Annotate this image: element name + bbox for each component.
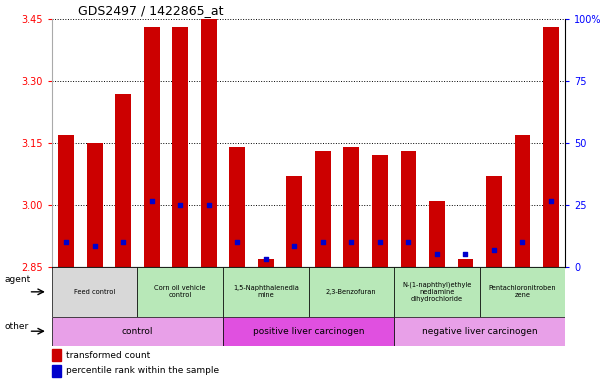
Text: Pentachloronitroben
zene: Pentachloronitroben zene [489,285,556,298]
Point [261,256,271,262]
Text: negative liver carcinogen: negative liver carcinogen [422,327,538,336]
Point [546,198,556,204]
Point [346,239,356,245]
Text: positive liver carcinogen: positive liver carcinogen [253,327,364,336]
Point [318,239,327,245]
Text: control: control [122,327,153,336]
Bar [287,176,302,267]
Text: 1,5-Naphthalenedia
mine: 1,5-Naphthalenedia mine [233,285,299,298]
Point [232,239,242,245]
Text: GDS2497 / 1422865_at: GDS2497 / 1422865_at [78,3,223,17]
Bar [59,135,74,267]
Bar [223,267,309,317]
Point [175,202,185,208]
Text: transformed count: transformed count [67,351,150,360]
Point [90,243,100,249]
Bar [87,143,103,267]
Bar [486,176,502,267]
Point [204,202,214,208]
Bar [52,317,223,346]
Bar [394,317,565,346]
Bar [480,267,565,317]
Point [290,243,299,249]
Bar [137,267,223,317]
Point [518,239,527,245]
Point [61,239,71,245]
Bar [172,28,188,267]
Text: N-(1-naphthyl)ethyle
nediamine
dihydrochloride: N-(1-naphthyl)ethyle nediamine dihydroch… [402,281,472,302]
Bar [458,259,473,267]
Bar [514,135,530,267]
Point [375,239,385,245]
Bar [429,201,445,267]
Bar [315,151,331,267]
Bar [258,259,274,267]
Bar [372,156,388,267]
Bar [201,11,216,267]
Text: other: other [4,323,28,331]
Point [432,252,442,258]
Text: agent: agent [4,275,31,284]
Bar [543,28,559,267]
Bar [394,267,480,317]
Point [461,252,470,258]
Bar [52,267,137,317]
Point [119,239,128,245]
Text: Feed control: Feed control [74,289,115,295]
Point [403,239,413,245]
Bar [115,94,131,267]
Bar [229,147,245,267]
Bar [309,267,394,317]
Text: Corn oil vehicle
control: Corn oil vehicle control [155,285,206,298]
Text: 2,3-Benzofuran: 2,3-Benzofuran [326,289,376,295]
Bar [52,349,61,361]
Point [489,247,499,253]
Bar [52,365,61,377]
Bar [343,147,359,267]
Text: percentile rank within the sample: percentile rank within the sample [67,366,219,375]
Bar [401,151,416,267]
Point [147,198,156,204]
Bar [223,317,394,346]
Bar [144,28,159,267]
